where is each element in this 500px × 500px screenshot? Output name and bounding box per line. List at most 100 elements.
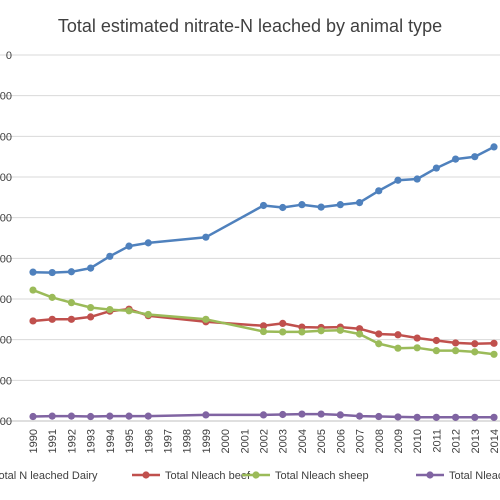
x-tick-label: 2012 [451, 429, 463, 453]
x-axis-tick-labels: 1990 1991 1992 1993 1994 1995 1996 1997 1998 1999… [28, 429, 500, 453]
x-tick-label: 2006 [335, 429, 347, 453]
data-point [394, 331, 402, 339]
x-tick-label: 2011 [431, 429, 443, 453]
data-point [336, 326, 344, 334]
data-point [144, 310, 152, 319]
data-point [451, 413, 460, 421]
y-tick-label: 000 [0, 375, 12, 387]
data-point [375, 412, 383, 421]
data-point [279, 319, 287, 327]
x-tick-label: 1991 [47, 429, 59, 453]
x-tick-label: 2008 [374, 429, 386, 453]
data-point [317, 410, 325, 418]
data-point [202, 315, 210, 323]
data-point [279, 410, 287, 419]
data-point [29, 286, 37, 294]
data-point [317, 203, 325, 211]
y-tick-label: 000 [0, 131, 12, 143]
x-tick-label: 2000 [220, 429, 232, 453]
data-point [355, 412, 364, 420]
data-point [375, 330, 383, 338]
x-tick-label: 1997 [162, 429, 174, 453]
legend-item: Total Nleach beef [132, 470, 251, 482]
x-tick-label: 2005 [316, 429, 328, 453]
data-point [29, 268, 37, 276]
data-point [48, 315, 56, 323]
x-tick-label: 2013 [470, 429, 482, 453]
y-tick-label: 000 [0, 335, 12, 347]
data-point [336, 201, 344, 209]
series-4 [29, 410, 498, 421]
data-point [413, 413, 421, 421]
data-point [432, 347, 440, 355]
gridlines [0, 54, 500, 422]
data-point [413, 334, 421, 342]
data-point [106, 305, 114, 314]
data-point [394, 344, 402, 352]
x-tick-label: 1998 [182, 429, 194, 453]
data-point [355, 199, 364, 207]
legend-label: Total Nleach [449, 470, 500, 482]
data-point [451, 155, 460, 163]
x-tick-label: 1996 [143, 429, 155, 453]
y-axis-tick-labels: 0000000000000000000000000000 [0, 50, 12, 428]
series-3 [29, 286, 498, 358]
data-point [432, 413, 440, 421]
data-point [259, 411, 268, 419]
data-point [490, 143, 498, 151]
data-point [471, 153, 479, 161]
data-point [298, 201, 306, 209]
data-point [144, 412, 152, 420]
data-point [29, 317, 37, 325]
data-point [413, 344, 421, 352]
data-point [336, 411, 344, 419]
data-point [471, 340, 479, 348]
y-tick-label: 000 [0, 172, 12, 184]
data-point [394, 413, 402, 421]
data-point [125, 242, 133, 250]
data-point [490, 413, 498, 421]
data-point [432, 336, 440, 345]
legend-item: Total N leached Dairy [0, 470, 98, 482]
data-point [48, 412, 56, 420]
data-point [48, 268, 56, 277]
series-2 [29, 305, 498, 348]
data-point [355, 325, 364, 333]
data-point [317, 327, 325, 335]
data-point [375, 340, 383, 348]
legend-item: Total Nleach [416, 470, 500, 482]
data-point [471, 413, 479, 421]
legend-item: Total Nleach sheep [242, 470, 369, 482]
x-tick-label: 2002 [259, 429, 271, 453]
x-tick-label: 1995 [124, 429, 136, 453]
data-point [67, 268, 76, 276]
data-point [259, 322, 268, 330]
x-tick-label: 1999 [201, 429, 213, 453]
data-point [298, 328, 306, 336]
data-point [202, 411, 210, 419]
data-point [355, 330, 364, 338]
legend-label: Total Nleach beef [165, 470, 251, 482]
data-point [394, 176, 402, 184]
data-point [87, 412, 95, 421]
data-point [451, 347, 460, 355]
x-tick-label: 2001 [239, 429, 251, 453]
data-point [125, 412, 133, 420]
y-tick-label: 000 [0, 91, 12, 103]
data-point [298, 410, 306, 418]
data-point [432, 164, 440, 172]
x-tick-label: 2004 [297, 429, 309, 453]
data-point [87, 313, 95, 321]
data-point [375, 187, 383, 195]
legend: Total N leached Dairy Total Nleach beef To… [0, 470, 500, 482]
series-line [32, 288, 495, 356]
legend-swatch-marker [142, 471, 150, 479]
series-lines [29, 143, 498, 421]
x-tick-label: 2010 [412, 429, 424, 453]
data-point [67, 315, 76, 323]
x-tick-label: 1990 [28, 429, 40, 453]
data-point [279, 328, 287, 336]
x-tick-label: 1993 [86, 429, 98, 453]
data-point [87, 264, 95, 272]
data-point [106, 252, 114, 260]
